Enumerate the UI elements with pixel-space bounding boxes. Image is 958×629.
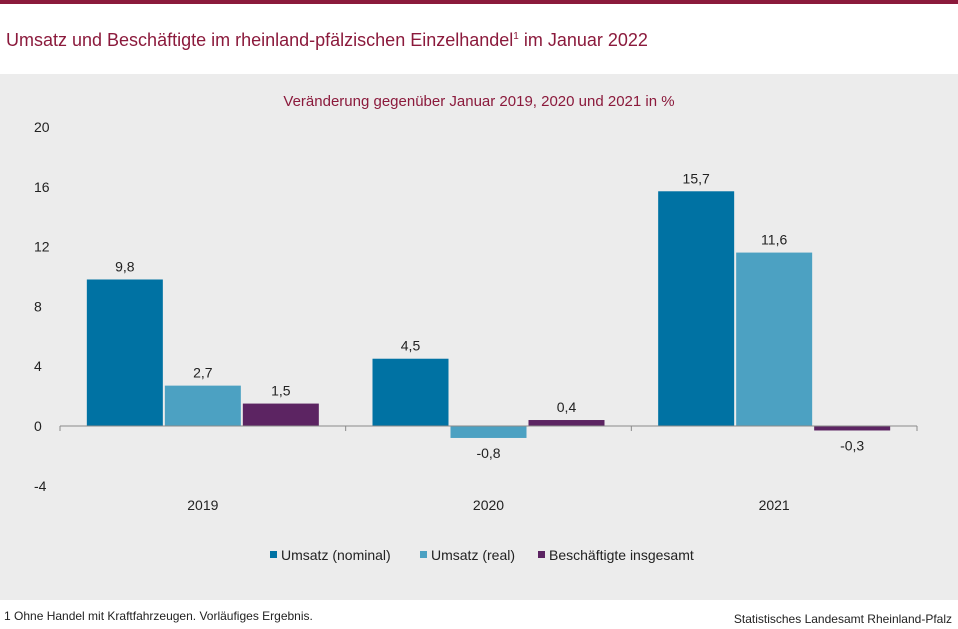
x-tick-label: 2020 [473,497,504,513]
x-tick-label: 2019 [187,497,218,513]
title-bar: Umsatz und Beschäftigte im rheinland-pfä… [0,4,958,74]
data-label: 1,5 [271,383,291,399]
legend-swatch [270,551,277,558]
bar-chart: Veränderung gegenüber Januar 2019, 2020 … [34,93,918,563]
data-label: 9,8 [115,258,135,274]
title-main: Umsatz und Beschäftigte im rheinland-pfä… [6,30,514,50]
chart-subtitle: Veränderung gegenüber Januar 2019, 2020 … [283,93,674,110]
bar [86,279,163,426]
bar [814,426,891,431]
y-tick-label: 20 [34,119,50,135]
data-label: -0,3 [840,437,864,453]
data-label: 15,7 [683,170,710,186]
bar [164,385,241,426]
legend-entry: Umsatz (real) [431,547,515,563]
y-tick-label: -4 [34,478,47,494]
bar [736,252,813,426]
y-tick-label: 0 [34,418,42,434]
legend-swatch [538,551,545,558]
footnote: 1 Ohne Handel mit Kraftfahrzeugen. Vorlä… [4,609,313,623]
legend-entry: Umsatz (nominal) [281,547,391,563]
top-accent-rule [0,0,958,4]
title-footnote-marker: 1 [513,31,519,42]
legend-entry: Beschäftigte insgesamt [549,547,694,563]
data-label: 11,6 [761,232,787,248]
bar [658,191,735,426]
source-note: Statistisches Landesamt Rheinland-Pfalz [733,612,952,626]
page-title: Umsatz und Beschäftigte im rheinland-pfä… [6,30,958,51]
y-tick-label: 16 [34,179,50,195]
bar [242,403,319,426]
x-tick-label: 2021 [759,497,790,513]
data-label: -0,8 [476,445,500,461]
bar [528,420,605,426]
y-tick-label: 12 [34,239,50,255]
y-tick-label: 8 [34,298,42,314]
bar [372,358,449,426]
legend-swatch [420,551,427,558]
bar [450,426,527,438]
data-label: 0,4 [557,399,577,415]
data-label: 4,5 [401,338,421,354]
y-tick-label: 4 [34,358,42,374]
title-suffix: im Januar 2022 [518,30,648,50]
data-label: 2,7 [193,365,213,381]
